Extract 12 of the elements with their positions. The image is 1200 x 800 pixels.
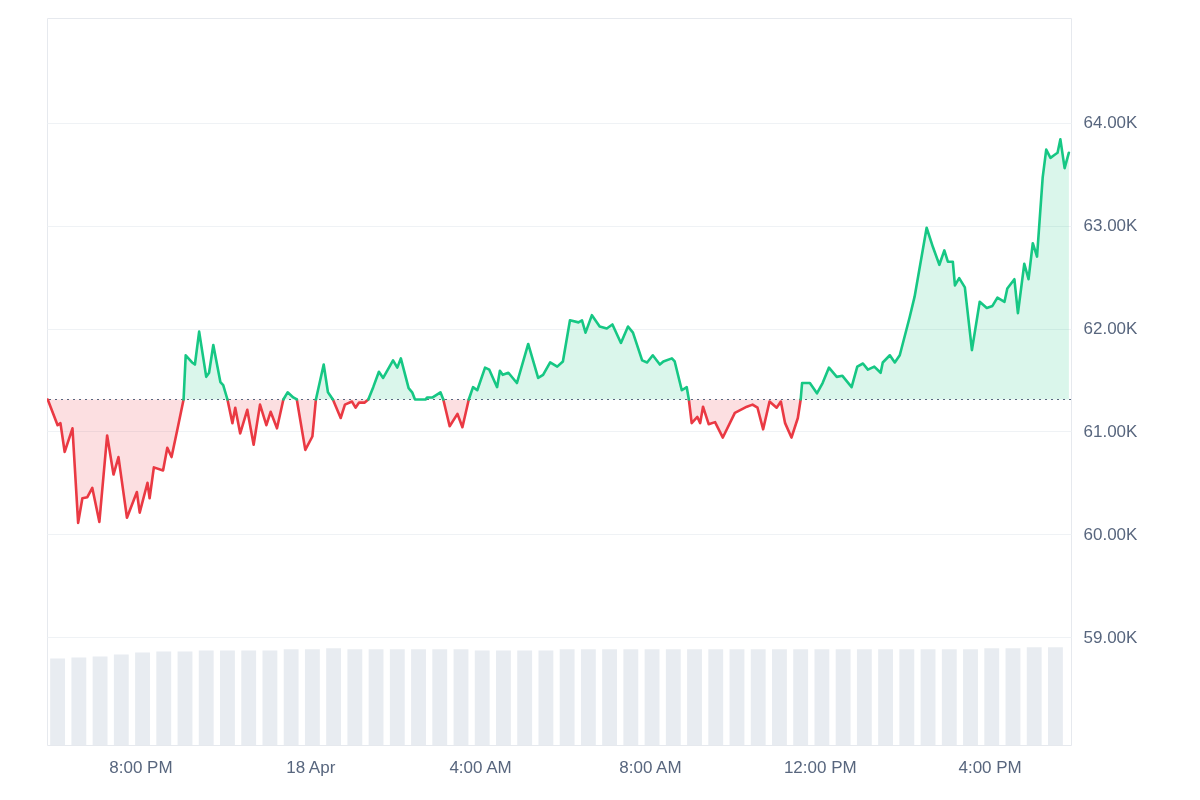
y-tick-label: 60.00K	[1083, 524, 1139, 544]
y-tick-label: 63.00K	[1083, 216, 1139, 236]
y-tick-label: 64.00K	[1083, 113, 1139, 133]
x-tick-label: 8:00 AM	[619, 757, 682, 777]
x-tick-label: 18 Apr	[286, 757, 336, 777]
y-tick-label: 59.00K	[1083, 627, 1139, 647]
x-tick-label: 4:00 PM	[958, 757, 1022, 777]
x-tick-label: 8:00 PM	[109, 757, 173, 777]
x-tick-label: 4:00 AM	[449, 757, 512, 777]
y-tick-label: 61.00K	[1083, 421, 1139, 441]
y-tick-label: 62.00K	[1083, 319, 1139, 339]
x-tick-label: 12:00 PM	[783, 757, 857, 777]
